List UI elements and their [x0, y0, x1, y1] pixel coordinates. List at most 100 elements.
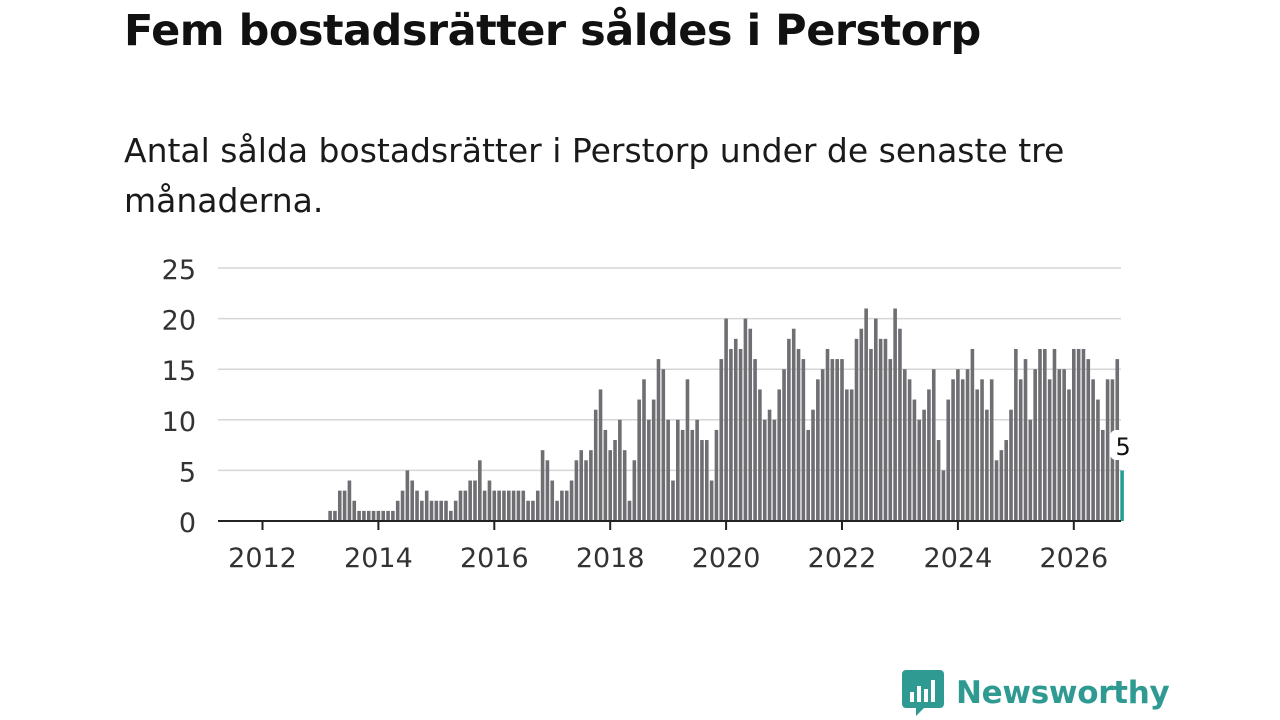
bar	[603, 429, 608, 521]
bar	[642, 379, 646, 521]
x-tick-label: 2014	[344, 543, 413, 574]
x-tick-label: 2016	[460, 543, 529, 574]
bar	[420, 500, 424, 521]
bar	[970, 348, 975, 521]
x-tick-label: 2026	[1039, 543, 1108, 574]
data-label: 5	[1115, 433, 1130, 461]
bar	[429, 500, 434, 521]
y-axis-labels: 0 5 10 15 20 25	[162, 255, 196, 539]
bar	[632, 460, 637, 521]
bar	[912, 399, 917, 521]
y-tick-label: 5	[179, 457, 196, 488]
bar	[1086, 359, 1091, 521]
bar	[618, 419, 622, 521]
bar	[743, 318, 748, 521]
bar	[449, 510, 453, 521]
bar	[685, 379, 690, 521]
bar	[772, 419, 777, 521]
bar	[1081, 348, 1086, 521]
bar	[753, 359, 757, 521]
bar	[526, 500, 530, 521]
bar	[835, 359, 839, 521]
bar	[627, 500, 632, 521]
bar	[545, 460, 550, 521]
bar	[888, 359, 893, 521]
bar	[415, 490, 419, 521]
bar	[511, 490, 516, 521]
bar	[376, 510, 381, 521]
bar	[463, 490, 468, 521]
bar	[733, 338, 738, 521]
bar	[883, 338, 888, 521]
bar	[478, 460, 482, 521]
bar	[410, 480, 415, 521]
bar	[864, 308, 868, 521]
newsworthy-logo-icon	[902, 670, 944, 716]
bar	[787, 338, 791, 521]
bar	[840, 359, 844, 521]
bar	[965, 369, 970, 521]
gridlines	[218, 267, 1121, 472]
x-tick-label: 2024	[924, 543, 993, 574]
bar	[700, 440, 704, 521]
bar	[666, 419, 670, 521]
bar	[777, 389, 782, 521]
bar	[869, 348, 873, 521]
y-tick-label: 25	[162, 255, 196, 286]
bar	[1067, 389, 1071, 521]
bars	[328, 308, 1124, 521]
bar	[453, 500, 458, 521]
bar	[980, 379, 984, 521]
bar	[328, 510, 332, 521]
bar	[956, 369, 960, 521]
bar	[748, 328, 753, 521]
bar	[782, 369, 786, 521]
brand-name: Newsworthy	[956, 675, 1170, 711]
bar	[1004, 440, 1008, 521]
x-axis	[218, 520, 1121, 530]
bar	[574, 460, 579, 521]
annotations: 5	[1110, 430, 1137, 461]
bar	[1014, 348, 1018, 521]
bar	[1052, 348, 1057, 521]
bar	[878, 338, 883, 521]
bar	[347, 480, 352, 521]
bar	[550, 480, 555, 521]
bar	[941, 470, 946, 521]
bar	[709, 480, 714, 521]
bar	[724, 318, 728, 521]
bar	[695, 419, 699, 521]
bar	[806, 429, 810, 521]
bar	[830, 359, 835, 521]
x-tick-label: 2012	[228, 543, 297, 574]
bar	[434, 500, 439, 521]
brand-logo: Newsworthy	[902, 670, 1170, 716]
bar	[714, 429, 719, 521]
highlight-bar	[1120, 470, 1124, 521]
bar	[1091, 379, 1095, 521]
bar	[492, 490, 497, 521]
data-label-background	[1110, 430, 1137, 460]
bar	[661, 369, 666, 521]
bar	[960, 379, 965, 521]
bar	[767, 409, 772, 521]
bar	[680, 429, 685, 521]
bar	[758, 389, 762, 521]
bar	[502, 490, 506, 521]
bar	[1018, 379, 1023, 521]
bar	[516, 490, 521, 521]
bar	[381, 510, 386, 521]
bar	[637, 399, 641, 521]
bar	[337, 490, 342, 521]
bar	[362, 510, 366, 521]
bar	[400, 490, 405, 521]
x-tick-label: 2022	[808, 543, 877, 574]
bar	[391, 510, 395, 521]
bar	[1105, 379, 1110, 521]
bar	[1033, 369, 1037, 521]
bar	[820, 369, 825, 521]
bar	[1100, 429, 1105, 521]
bar	[975, 389, 980, 521]
bar	[1038, 348, 1042, 521]
